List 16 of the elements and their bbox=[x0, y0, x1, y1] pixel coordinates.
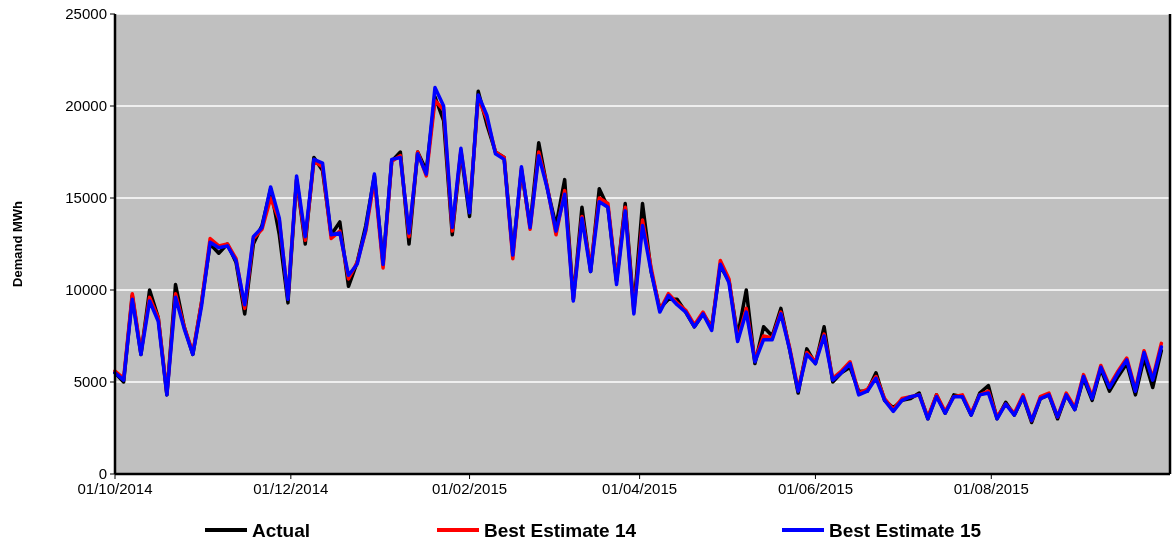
x-tick-label: 01/04/2015 bbox=[602, 480, 678, 497]
y-axis-title: Demand MWh bbox=[10, 200, 25, 287]
x-tick-label: 01/12/2014 bbox=[253, 480, 329, 497]
legend-label: Actual bbox=[252, 519, 311, 541]
y-tick-label: 25000 bbox=[65, 5, 107, 23]
x-tick-label: 01/08/2015 bbox=[953, 480, 1029, 497]
y-tick-label: 20000 bbox=[65, 97, 107, 115]
y-tick-label: 10000 bbox=[65, 281, 107, 299]
x-tick-label: 01/02/2015 bbox=[432, 480, 508, 497]
y-tick-label: 0 bbox=[98, 465, 107, 483]
x-tick-label: 01/06/2015 bbox=[777, 480, 853, 497]
y-tick-label: 15000 bbox=[65, 189, 107, 207]
x-tick-label: 01/10/2014 bbox=[77, 480, 153, 497]
y-tick-label: 5000 bbox=[73, 373, 107, 391]
legend-label: Best Estimate 14 bbox=[484, 519, 637, 541]
legend-label: Best Estimate 15 bbox=[829, 519, 982, 541]
